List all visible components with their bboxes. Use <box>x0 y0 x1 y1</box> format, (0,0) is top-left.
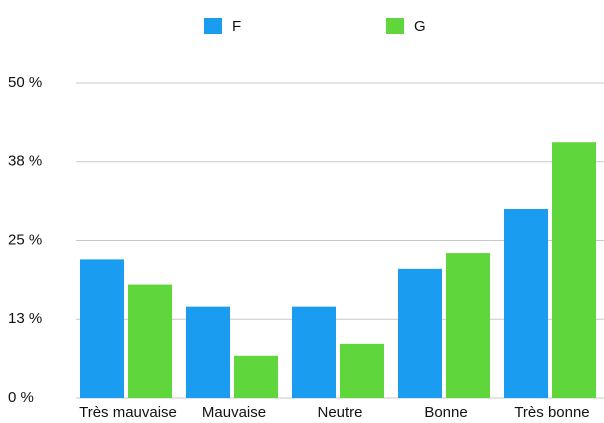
x-tick-label: Très bonne <box>514 404 589 421</box>
bar <box>128 284 172 398</box>
bar <box>398 268 442 398</box>
y-tick-label: 38 % <box>8 153 42 170</box>
bar <box>80 259 124 398</box>
x-tick-label: Très mauvaise <box>79 404 177 421</box>
legend-label: F <box>232 18 241 35</box>
y-tick-label: 13 % <box>8 310 42 327</box>
bar <box>552 142 596 398</box>
x-tick-label: Neutre <box>317 404 362 421</box>
legend-label: G <box>414 18 426 35</box>
legend-swatch <box>386 18 404 34</box>
bar <box>504 209 548 398</box>
bar <box>340 343 384 398</box>
legend-swatch <box>204 18 222 34</box>
y-tick-label: 50 % <box>8 74 42 91</box>
y-tick-label: 25 % <box>8 231 42 248</box>
bar <box>446 253 490 398</box>
y-tick-label: 0 % <box>8 389 34 406</box>
bar <box>292 306 336 398</box>
bar <box>234 355 278 398</box>
bar <box>186 306 230 398</box>
x-tick-label: Mauvaise <box>202 404 266 421</box>
x-tick-label: Bonne <box>424 404 467 421</box>
